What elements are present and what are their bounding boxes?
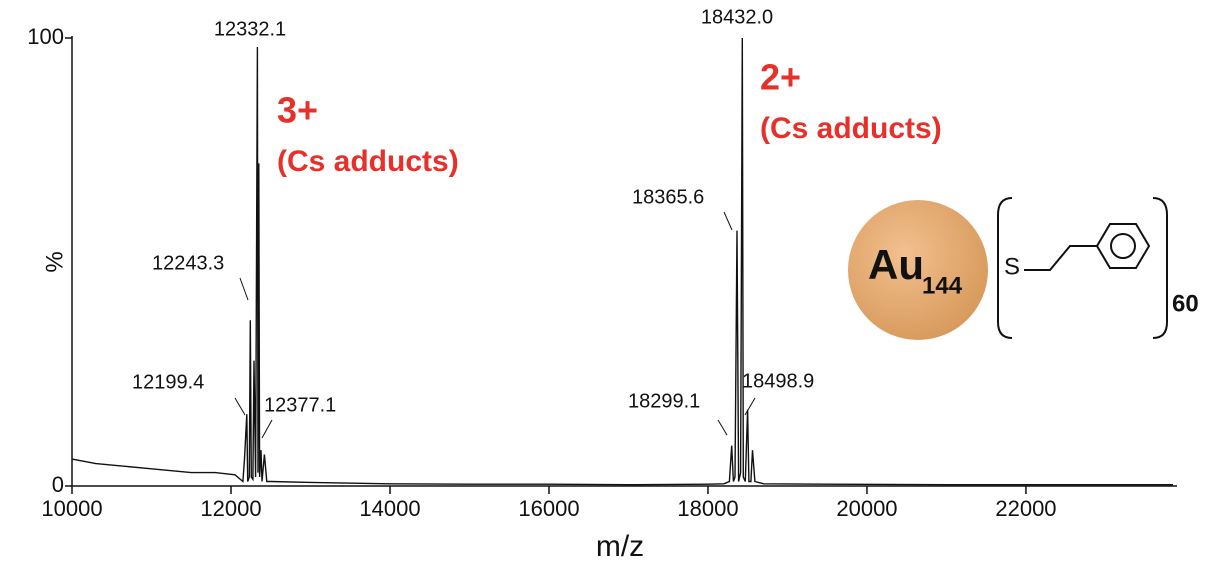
bracket bbox=[1152, 197, 1168, 339]
x-tick-label: 18000 bbox=[677, 496, 738, 521]
peak-label: 12377.1 bbox=[264, 394, 336, 416]
metal-count: 144 bbox=[922, 272, 963, 299]
peak-label: 18299.1 bbox=[628, 390, 700, 412]
leader-line bbox=[744, 397, 756, 416]
leader-line bbox=[717, 419, 728, 436]
annotation: (Cs adducts) bbox=[277, 145, 459, 178]
repeat-count: 60 bbox=[1172, 290, 1199, 317]
peak-label: 12243.3 bbox=[152, 252, 224, 274]
annotation: 2+ bbox=[760, 57, 801, 98]
x-tick-label: 22000 bbox=[995, 496, 1056, 521]
benzene bbox=[1095, 223, 1151, 269]
y-tick-label: 100 bbox=[27, 24, 64, 49]
peak-label: 18498.9 bbox=[742, 370, 814, 392]
spectrum bbox=[71, 37, 1173, 486]
x-tick-label: 12000 bbox=[200, 496, 261, 521]
x-tick-label: 10000 bbox=[41, 496, 102, 521]
benzene-ring bbox=[1110, 233, 1136, 259]
y-axis-label: % bbox=[41, 251, 68, 272]
metal: Au bbox=[868, 241, 924, 288]
bracket bbox=[997, 197, 1013, 339]
x-tick-label: 14000 bbox=[359, 496, 420, 521]
annotation: (Cs adducts) bbox=[760, 112, 942, 145]
leader-line bbox=[261, 419, 273, 439]
leader-line bbox=[723, 211, 733, 231]
x-tick-label: 20000 bbox=[836, 496, 897, 521]
annotation: 3+ bbox=[277, 90, 318, 131]
peak-label: 12199.4 bbox=[132, 371, 204, 393]
nanoparticle bbox=[848, 200, 988, 340]
leader-line bbox=[234, 397, 246, 416]
peak-label: 12332.1 bbox=[214, 18, 286, 40]
structure: Au 144 S 60 bbox=[848, 197, 1199, 340]
chain bbox=[1024, 245, 1097, 271]
y-tick-label: 0 bbox=[52, 472, 64, 497]
leader-line bbox=[239, 277, 249, 301]
atom: S bbox=[1004, 253, 1020, 280]
peak-label: 18432.0 bbox=[701, 6, 773, 28]
x-axis-label: m/z bbox=[596, 530, 644, 563]
peak-label: 18365.6 bbox=[632, 186, 704, 208]
x-tick-label: 16000 bbox=[518, 496, 579, 521]
